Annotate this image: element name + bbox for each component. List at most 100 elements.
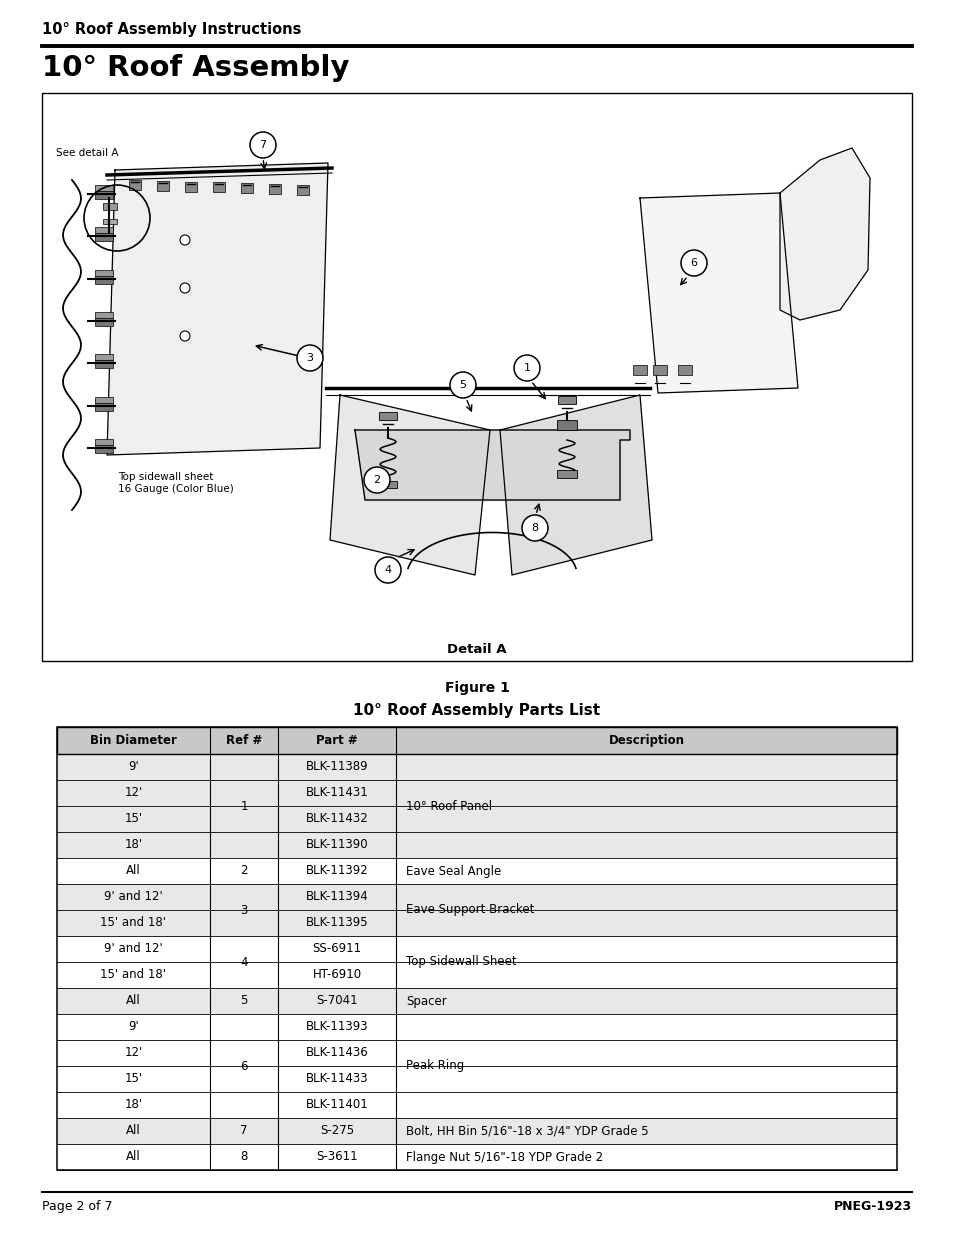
Text: 3: 3: [306, 353, 314, 363]
Bar: [57, 962, 896, 988]
Text: BLK-11436: BLK-11436: [305, 1046, 368, 1060]
Bar: [558, 396, 576, 404]
Circle shape: [450, 372, 476, 398]
Bar: [57, 727, 896, 1170]
Text: 15' and 18': 15' and 18': [100, 916, 167, 930]
Text: 4: 4: [240, 956, 248, 968]
Text: 2: 2: [240, 864, 248, 878]
Bar: [57, 727, 896, 755]
Text: 10° Roof Assembly Parts List: 10° Roof Assembly Parts List: [353, 703, 600, 718]
Polygon shape: [639, 193, 797, 393]
Text: BLK-11433: BLK-11433: [305, 1072, 368, 1086]
Bar: [378, 480, 396, 488]
Text: 10° Roof Assembly Instructions: 10° Roof Assembly Instructions: [42, 22, 301, 37]
Text: BLK-11401: BLK-11401: [305, 1098, 368, 1112]
Text: 7: 7: [259, 140, 266, 149]
Text: 15': 15': [124, 813, 142, 825]
Text: Eave Support Bracket: Eave Support Bracket: [406, 904, 534, 916]
Bar: [652, 366, 666, 375]
Text: Flange Nut 5/16"-18 YDP Grade 2: Flange Nut 5/16"-18 YDP Grade 2: [406, 1151, 602, 1163]
Bar: [57, 936, 896, 962]
Bar: [57, 884, 896, 910]
Bar: [95, 359, 112, 368]
Bar: [57, 1040, 896, 1066]
Text: S-275: S-275: [319, 1125, 354, 1137]
Bar: [57, 1014, 896, 1040]
Text: 8: 8: [531, 522, 538, 534]
Bar: [269, 184, 281, 194]
Text: BLK-11393: BLK-11393: [305, 1020, 368, 1034]
Text: 5: 5: [459, 380, 466, 390]
Bar: [95, 227, 112, 233]
Circle shape: [521, 515, 547, 541]
Bar: [378, 412, 396, 420]
Circle shape: [180, 235, 190, 245]
Bar: [95, 275, 112, 284]
Text: 3: 3: [240, 904, 248, 916]
Bar: [57, 858, 896, 884]
Text: 18': 18': [124, 839, 142, 851]
Text: BLK-11395: BLK-11395: [305, 916, 368, 930]
Circle shape: [296, 345, 323, 370]
Text: Top sidewall sheet: Top sidewall sheet: [118, 472, 213, 482]
Text: PNEG-1923: PNEG-1923: [833, 1200, 911, 1213]
Text: BLK-11392: BLK-11392: [305, 864, 368, 878]
Bar: [95, 317, 112, 326]
Text: 16 Gauge (Color Blue): 16 Gauge (Color Blue): [118, 484, 233, 494]
Text: Page 2 of 7: Page 2 of 7: [42, 1200, 112, 1213]
Text: 6: 6: [690, 258, 697, 268]
Bar: [57, 1066, 896, 1092]
Text: Description: Description: [608, 734, 684, 747]
Text: 4: 4: [384, 564, 391, 576]
Polygon shape: [107, 163, 328, 454]
Bar: [95, 185, 112, 191]
Circle shape: [514, 354, 539, 382]
Text: BLK-11432: BLK-11432: [305, 813, 368, 825]
Circle shape: [250, 132, 275, 158]
Text: All: All: [126, 864, 141, 878]
Text: 15': 15': [124, 1072, 142, 1086]
Text: 1: 1: [523, 363, 530, 373]
Text: 9': 9': [128, 1020, 139, 1034]
Text: BLK-11390: BLK-11390: [305, 839, 368, 851]
Text: 7: 7: [240, 1125, 248, 1137]
Text: HT-6910: HT-6910: [313, 968, 361, 982]
Text: 10° Roof Panel: 10° Roof Panel: [406, 799, 492, 813]
Text: BLK-11394: BLK-11394: [305, 890, 368, 904]
Bar: [95, 270, 112, 275]
Bar: [157, 180, 169, 190]
Text: Ref #: Ref #: [226, 734, 262, 747]
Text: 8: 8: [240, 1151, 248, 1163]
Text: Top Sidewall Sheet: Top Sidewall Sheet: [406, 956, 517, 968]
Circle shape: [375, 557, 400, 583]
Text: 5: 5: [240, 994, 248, 1008]
Text: 15' and 18': 15' and 18': [100, 968, 167, 982]
Bar: [57, 832, 896, 858]
Bar: [95, 312, 112, 317]
Text: 1: 1: [240, 799, 248, 813]
Polygon shape: [330, 395, 490, 576]
Text: All: All: [126, 994, 141, 1008]
Bar: [42, 93, 911, 661]
Text: 9': 9': [128, 761, 139, 773]
Bar: [95, 403, 112, 411]
Bar: [678, 366, 691, 375]
Text: 12': 12': [124, 1046, 143, 1060]
Text: S-3611: S-3611: [315, 1151, 357, 1163]
Bar: [185, 182, 196, 191]
Text: S-7041: S-7041: [315, 994, 357, 1008]
Bar: [57, 1144, 896, 1170]
Bar: [57, 781, 896, 806]
Polygon shape: [499, 395, 651, 576]
Text: 6: 6: [240, 1060, 248, 1072]
Bar: [57, 1118, 896, 1144]
Text: Bolt, HH Bin 5/16"-18 x 3/4" YDP Grade 5: Bolt, HH Bin 5/16"-18 x 3/4" YDP Grade 5: [406, 1125, 648, 1137]
Text: Eave Seal Angle: Eave Seal Angle: [406, 864, 500, 878]
Bar: [57, 806, 896, 832]
Bar: [103, 203, 117, 210]
Bar: [95, 354, 112, 359]
Text: 9' and 12': 9' and 12': [104, 890, 163, 904]
Bar: [57, 755, 896, 781]
Circle shape: [364, 467, 390, 493]
Circle shape: [680, 249, 706, 275]
